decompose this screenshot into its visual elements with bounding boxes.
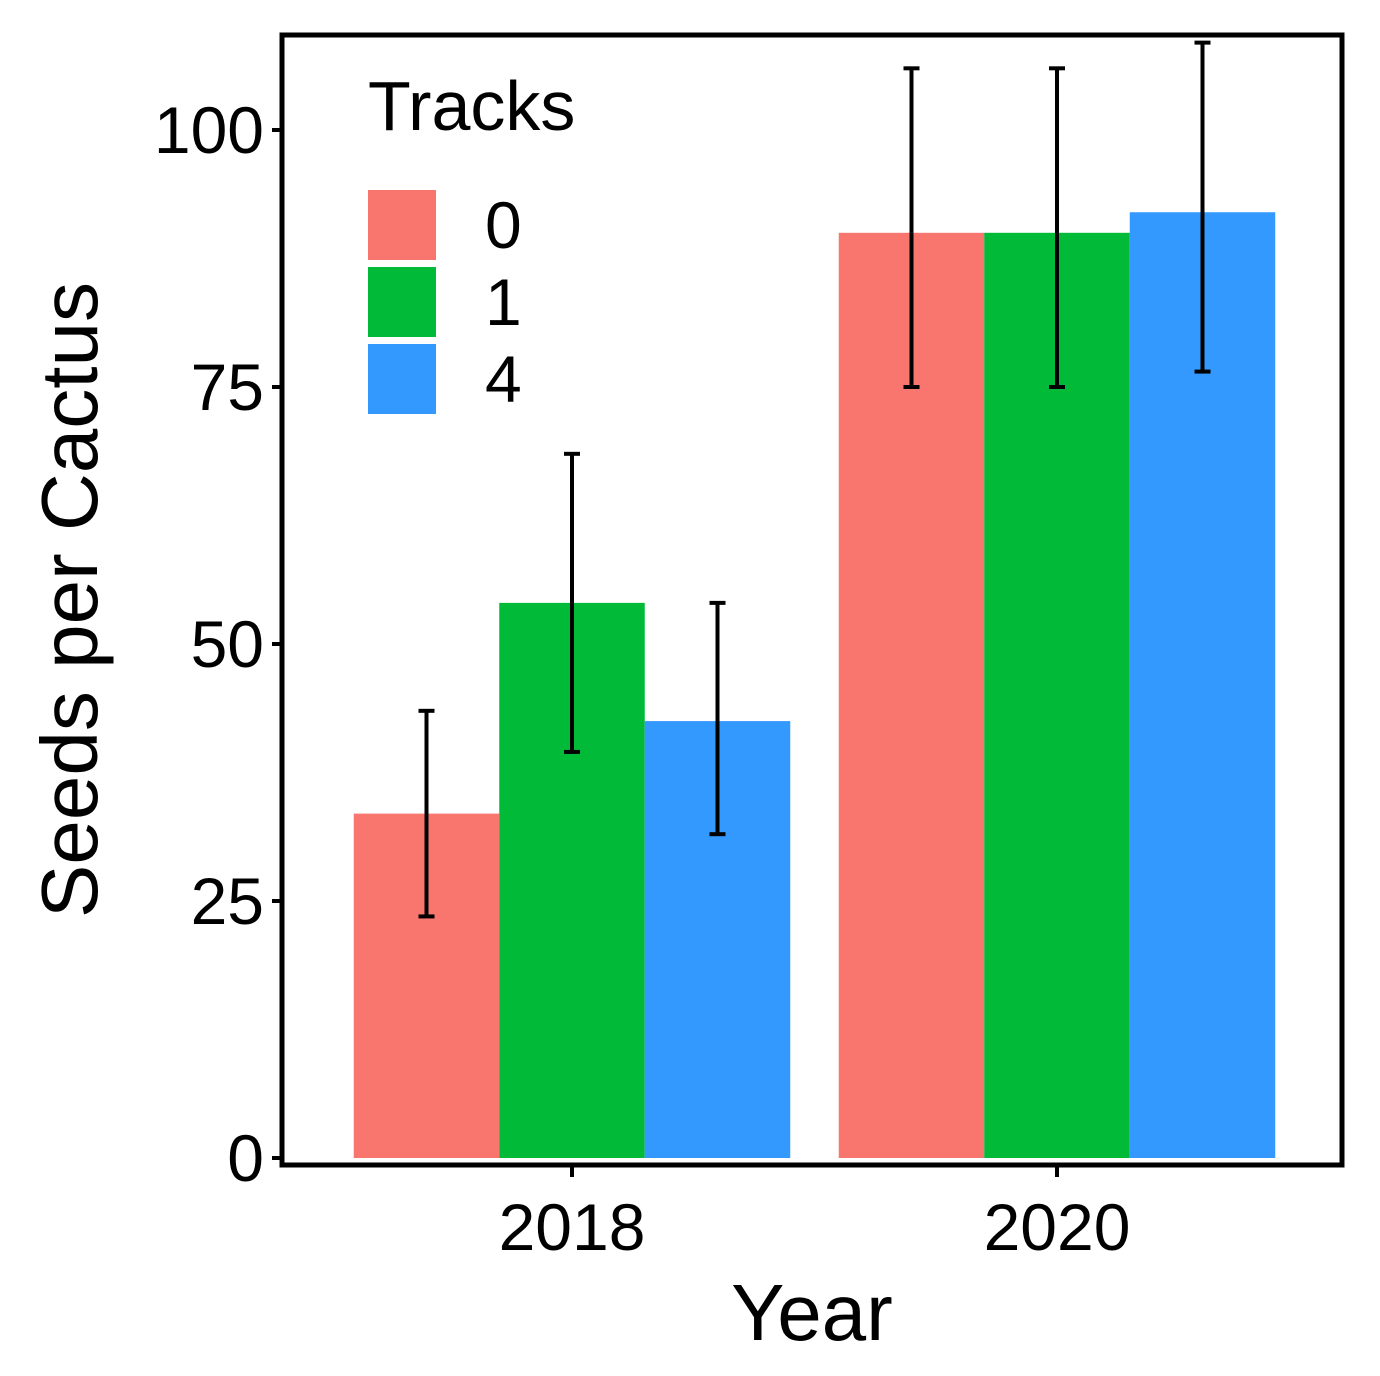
error-bars-layer (418, 40, 1211, 919)
x-tick-label: 2020 (984, 1190, 1131, 1264)
legend: Tracks 014 (368, 67, 575, 416)
legend-key-1 (368, 267, 436, 337)
legend-label-0: 0 (485, 188, 522, 262)
y-tick-label: 25 (191, 864, 264, 938)
error-bar-2020-tracks-1 (1049, 66, 1065, 389)
y-tick-label: 0 (227, 1121, 264, 1195)
legend-key-0 (368, 190, 436, 260)
y-axis: 0 25 50 75 100 (154, 93, 282, 1195)
y-tick-label: 75 (191, 350, 264, 424)
x-axis: 2018 2020 (499, 1165, 1131, 1264)
error-bar-2018-tracks-0 (418, 708, 435, 919)
legend-title: Tracks (368, 67, 575, 145)
legend-label-4: 4 (485, 342, 522, 416)
plot-panel-border (279, 32, 1345, 1168)
y-tick-label: 50 (191, 607, 264, 681)
error-bar-2020-tracks-0 (903, 66, 920, 389)
legend-key-4 (368, 344, 436, 414)
y-axis-title: Seeds per Cactus (25, 282, 114, 918)
y-tick-label: 100 (154, 93, 264, 167)
x-tick-label: 2018 (499, 1190, 646, 1264)
x-axis-title: Year (731, 1268, 893, 1357)
error-bar-2020-tracks-4 (1194, 40, 1211, 374)
legend-label-1: 1 (485, 265, 522, 339)
error-bar-2018-tracks-4 (709, 600, 726, 837)
error-bar-2018-tracks-1 (564, 451, 580, 754)
